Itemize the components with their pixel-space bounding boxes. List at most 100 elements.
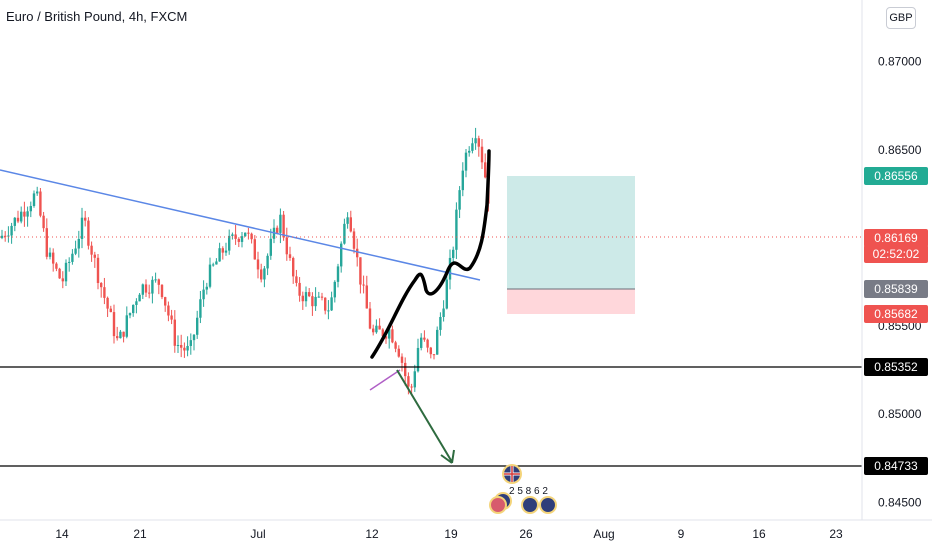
candle-body	[186, 345, 189, 351]
candle-body	[4, 235, 7, 237]
candle-body	[445, 279, 448, 309]
candle-body	[391, 329, 394, 343]
candle-body	[20, 211, 23, 222]
candle-body	[372, 328, 375, 333]
candle-body	[394, 342, 397, 349]
candle-body	[279, 214, 282, 233]
candle-body	[240, 236, 244, 242]
candle-body	[244, 232, 247, 237]
price-tag-last	[864, 229, 928, 247]
candle-body	[285, 237, 288, 255]
candle-body	[359, 257, 362, 285]
candle-body	[26, 211, 29, 217]
candle-body	[356, 248, 359, 258]
candle-body	[442, 308, 445, 317]
candle-body	[183, 347, 186, 351]
candle-body	[269, 238, 272, 256]
time-tick-label: Aug	[593, 527, 614, 541]
price-tag-label-horizontal: 0.84733	[874, 459, 918, 473]
support-stroke[interactable]	[369, 369, 401, 391]
time-tick-label: 12	[365, 527, 379, 541]
candle-body	[96, 257, 100, 284]
candle-body	[432, 354, 436, 356]
stop-zone[interactable]	[507, 289, 635, 314]
candle-body	[253, 239, 256, 260]
price-tag-label-entry: 0.85839	[874, 282, 918, 296]
chart-title: Euro / British Pound, 4h, FXCM	[6, 9, 188, 24]
candle-body	[109, 308, 112, 313]
candle-body	[381, 329, 384, 337]
candle-body	[327, 310, 330, 312]
candle-body	[304, 292, 308, 302]
price-tick-label: 0.84500	[878, 495, 922, 509]
currency-button[interactable]: GBP	[886, 7, 916, 29]
price-tag-countdown	[864, 245, 928, 263]
time-tick-label: 14	[55, 527, 69, 541]
candle-body	[365, 285, 368, 309]
target-zone[interactable]	[507, 176, 635, 289]
candle-body	[260, 269, 263, 280]
candle-body	[205, 286, 208, 290]
candle-body	[148, 292, 151, 294]
candle-body	[461, 170, 464, 191]
candle-body	[39, 191, 42, 216]
candle-body	[250, 233, 253, 240]
candle-body	[212, 264, 215, 266]
candle-body	[221, 248, 224, 253]
candle-body	[314, 296, 317, 307]
candle-body	[93, 254, 96, 258]
candle-body	[13, 217, 16, 226]
event-markers[interactable]: 2 5 8 6 2	[489, 464, 557, 514]
candle-body	[301, 295, 304, 302]
candle-body	[135, 301, 138, 305]
candle-body	[106, 297, 109, 309]
candle-body	[68, 261, 71, 263]
candle-body	[228, 235, 231, 251]
candle-body	[170, 315, 173, 320]
candle-body	[90, 245, 93, 255]
candle-body	[388, 329, 391, 339]
time-tick-label: Jul	[250, 527, 265, 541]
candle-body	[202, 289, 205, 300]
candle-body	[400, 356, 404, 363]
descending-trendline[interactable]	[0, 169, 481, 281]
candle-body	[404, 362, 407, 377]
candle-body	[455, 209, 458, 250]
candle-body	[480, 146, 484, 163]
candle-body	[295, 276, 298, 283]
time-tick-label: 21	[133, 527, 147, 541]
candle-body	[266, 255, 269, 269]
candle-body	[477, 138, 480, 147]
candle-body	[128, 313, 132, 316]
price-tags: 0.86556 0.86169 02:52:02 0.85839 0.85682 0.85…	[864, 167, 928, 475]
candle-body	[349, 217, 352, 232]
candle-body	[410, 386, 413, 388]
candle-body	[423, 337, 426, 340]
price-tick-label: 0.86500	[878, 143, 922, 157]
candle-body	[288, 254, 292, 258]
candle-body	[276, 227, 279, 233]
candle-body	[164, 297, 167, 306]
candle-body	[10, 225, 13, 236]
candle-body	[144, 284, 148, 293]
down-arrow[interactable]	[396, 369, 453, 463]
candle-body	[464, 152, 468, 171]
candle-body	[160, 284, 164, 298]
candle-body	[375, 325, 378, 333]
candle-body	[439, 316, 442, 330]
projection-drawing[interactable]	[370, 149, 491, 359]
candle-body	[100, 283, 103, 288]
time-axis[interactable]: 14 21 Jul 12 19 26 Aug 9 16 23	[55, 527, 843, 541]
candle-body	[224, 250, 228, 253]
price-tag-horizontal	[864, 358, 928, 376]
candle-body	[208, 264, 212, 287]
candle-body	[426, 339, 429, 348]
candle-body	[292, 257, 295, 277]
candle-body	[436, 329, 439, 355]
candle-body	[122, 331, 125, 337]
candle-body	[484, 162, 487, 178]
candle-body	[413, 371, 416, 388]
candle-body	[71, 253, 74, 262]
time-tick-label: 23	[829, 527, 843, 541]
